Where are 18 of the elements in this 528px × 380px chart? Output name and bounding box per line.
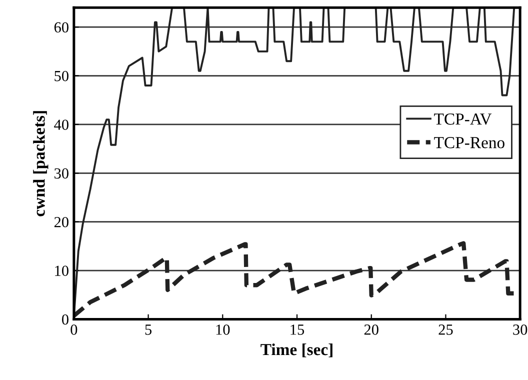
legend-label: TCP-Reno	[434, 137, 504, 148]
y-tick-label: 10	[55, 266, 68, 276]
x-tick-label: 30	[513, 324, 528, 335]
y-axis-title: cwnd [packets]	[33, 111, 48, 216]
x-tick-label: 15	[290, 324, 304, 335]
x-tick-label: 5	[145, 324, 152, 335]
y-tick-label: 60	[54, 22, 68, 33]
x-tick-label: 0	[70, 324, 78, 335]
y-tick-label: 50	[54, 70, 68, 82]
x-axis-title: Time [sec]	[260, 343, 332, 358]
x-tick-label: 10	[216, 324, 230, 335]
y-tick-label: 30	[54, 168, 68, 179]
y-tick-label: 0	[62, 314, 68, 325]
x-tick-label: 25	[438, 324, 453, 335]
y-tick-label: 40	[54, 120, 68, 130]
y-tick-label: 20	[54, 216, 68, 228]
legend-label: TCP-AV	[434, 113, 492, 125]
x-tick-label: 20	[364, 324, 378, 335]
